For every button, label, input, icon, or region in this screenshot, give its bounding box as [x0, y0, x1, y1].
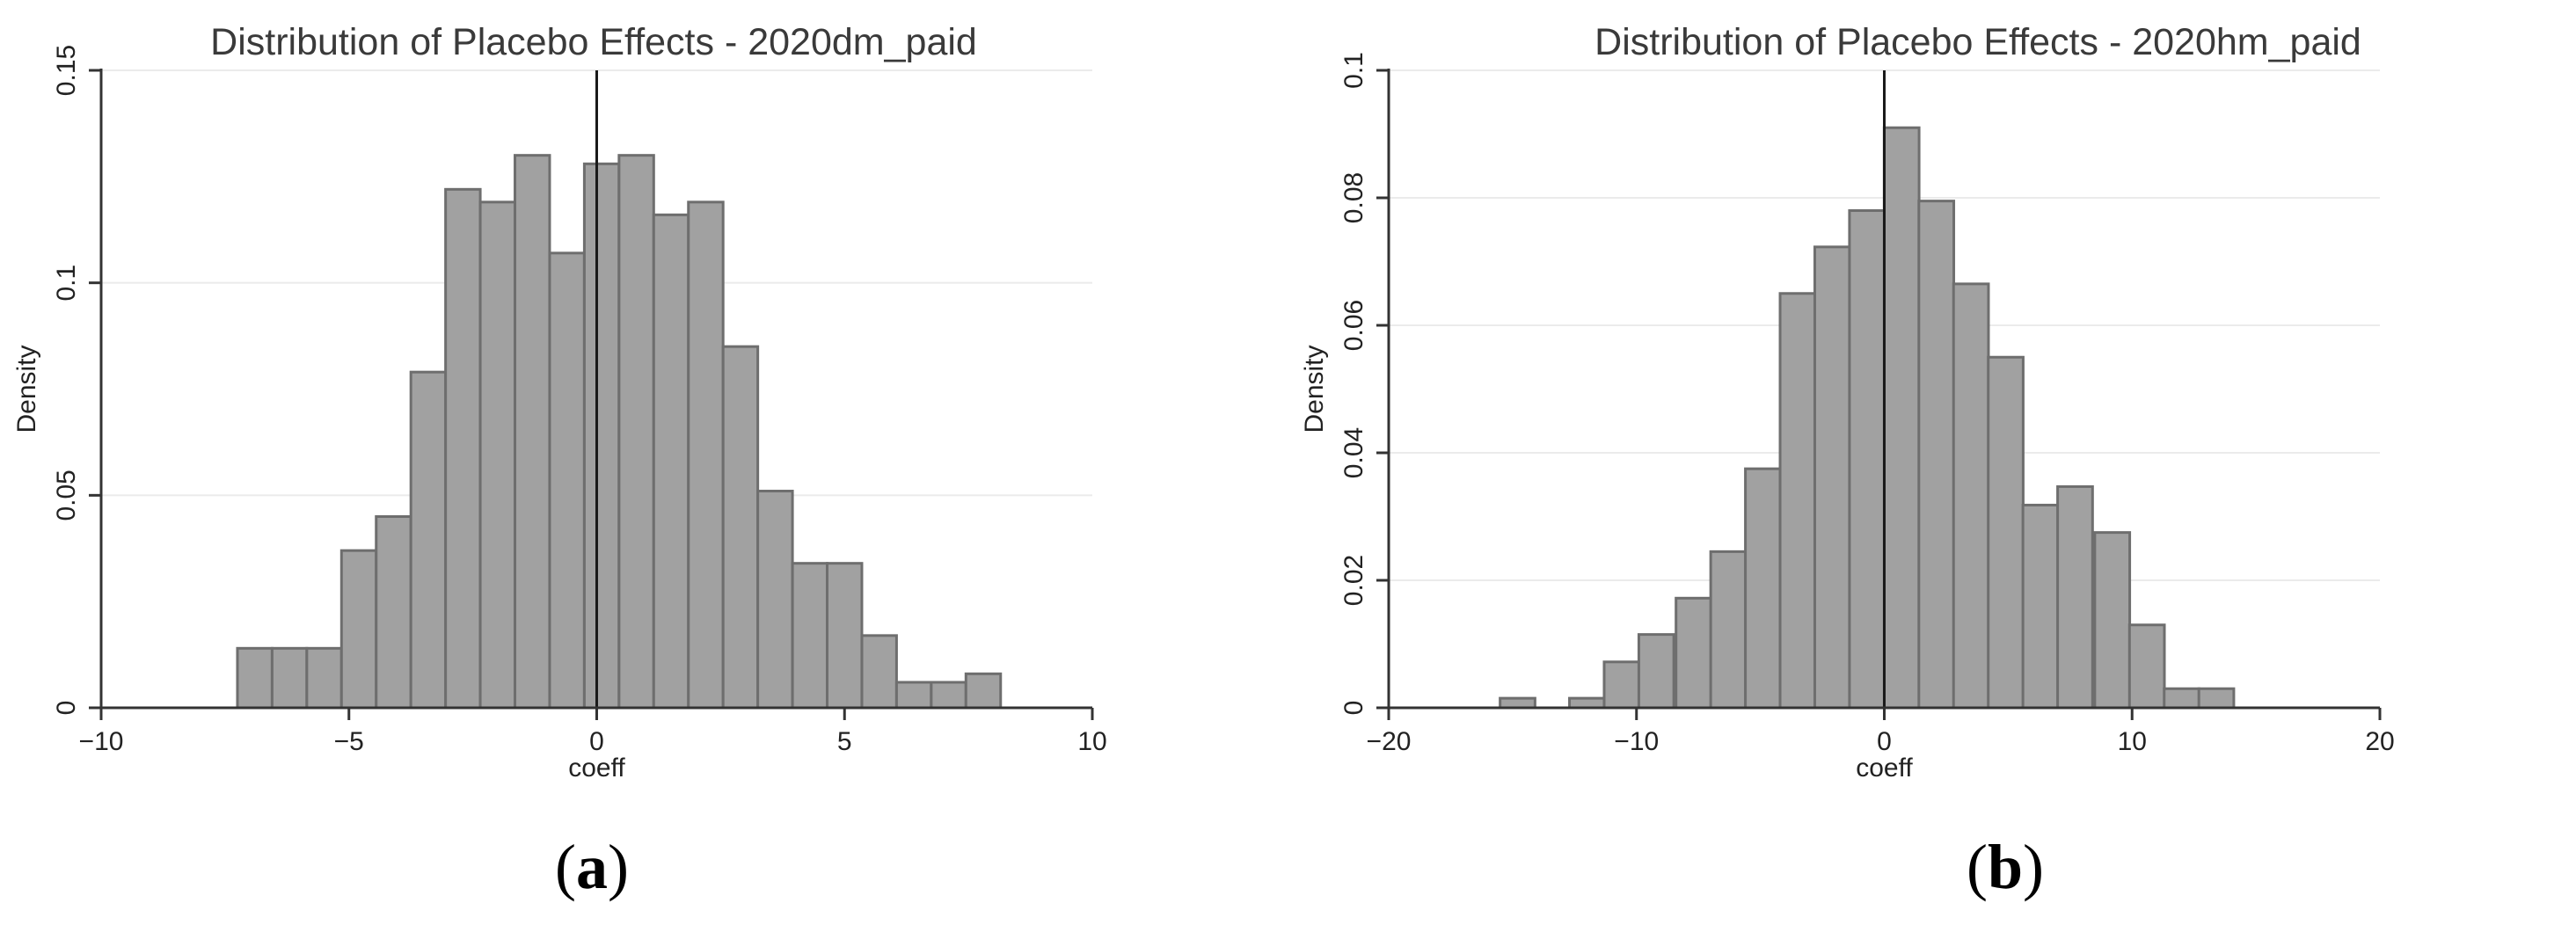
- panel-label-letter: a: [576, 832, 608, 902]
- histogram-bar: [2093, 531, 2132, 710]
- histogram-bar: [1952, 282, 1990, 710]
- y-tick-label: 0: [1339, 701, 1368, 716]
- y-axis-label: Density: [12, 345, 41, 433]
- histogram-bars: [236, 154, 1003, 710]
- histogram-bar: [582, 162, 621, 710]
- histogram-bar: [1499, 696, 1536, 710]
- histogram-bar: [1917, 200, 1956, 710]
- y-tick-label: 0.05: [52, 470, 81, 521]
- chart-panel-b: −20 −10 0 10 20 0 0.02 0.04 0.06 0.08 0.1 Distribu…: [1300, 21, 2395, 783]
- histogram-bar: [1987, 355, 2025, 710]
- histogram-bar: [478, 200, 517, 710]
- histogram-bar: [617, 154, 655, 710]
- y-tick-label: 0.04: [1339, 427, 1368, 478]
- x-tick-label: 0: [589, 727, 604, 756]
- chart-title: Distribution of Placebo Effects - 2020dm…: [210, 21, 977, 63]
- histogram-bar: [1813, 245, 1851, 710]
- histogram-bar: [964, 672, 1003, 710]
- y-tick-label: 0: [52, 701, 81, 716]
- axes: −10 −5 0 5 10 0 0.05 0.1 0.15: [52, 45, 1107, 756]
- y-tick-label: 0.1: [52, 265, 81, 302]
- histogram-bar: [860, 634, 898, 710]
- histogram-bar: [1602, 660, 1641, 710]
- histogram-bar: [930, 681, 967, 710]
- histogram-bar: [791, 562, 829, 710]
- histogram-bar: [1778, 292, 1817, 710]
- histogram-bar: [409, 370, 448, 710]
- histogram-bar: [2197, 687, 2236, 710]
- y-axis-label: Density: [1300, 345, 1329, 433]
- chart-title: Distribution of Placebo Effects - 2020hm…: [1594, 21, 2361, 63]
- histogram-bar: [305, 646, 343, 710]
- histogram-bar: [339, 549, 378, 710]
- histogram-bar: [687, 200, 725, 710]
- histogram-bar: [375, 515, 412, 710]
- x-tick-label: 10: [1077, 727, 1106, 756]
- histogram-bar: [1637, 633, 1675, 710]
- histogram-bar: [1848, 209, 1886, 710]
- histogram-bar: [826, 562, 864, 710]
- x-tick-label: −10: [1614, 727, 1659, 756]
- histogram-bar: [1882, 126, 1921, 710]
- y-tick-label: 0.15: [52, 45, 81, 96]
- histogram-bar: [2056, 484, 2094, 710]
- x-tick-label: −5: [334, 727, 364, 756]
- histogram-bar: [236, 646, 274, 710]
- y-tick-label: 0.02: [1339, 555, 1368, 606]
- y-tick-label: 0.08: [1339, 172, 1368, 223]
- histogram-bar: [2127, 623, 2166, 710]
- x-axis-label: coeff: [568, 754, 625, 783]
- x-tick-label: 10: [2118, 727, 2147, 756]
- histogram-bar: [444, 187, 482, 710]
- x-tick-label: 0: [1877, 727, 1892, 756]
- histogram-bar: [721, 345, 760, 710]
- panel-label-b: (b): [1966, 832, 2044, 902]
- y-tick-label: 0.1: [1339, 52, 1368, 89]
- x-axis-label: coeff: [1856, 754, 1913, 783]
- histogram-bars: [1499, 126, 2236, 710]
- histogram-bar: [548, 251, 586, 710]
- histogram-bar: [1568, 696, 1606, 710]
- y-tick-label: 0.06: [1339, 300, 1368, 351]
- panel-label-a: (a): [555, 832, 629, 902]
- x-tick-label: 20: [2365, 727, 2394, 756]
- histogram-bar: [1744, 467, 1782, 710]
- axes: −20 −10 0 10 20 0 0.02 0.04 0.06 0.08 0.1: [1339, 52, 2395, 756]
- histogram-bar: [514, 154, 551, 710]
- chart-panel-a: −10 −5 0 5 10 0 0.05 0.1 0.15 Distribution of Pl…: [12, 21, 1107, 783]
- histogram-bar: [2163, 687, 2200, 710]
- histogram-bar: [1675, 596, 1712, 710]
- histogram-bar: [652, 213, 690, 710]
- x-tick-label: 5: [837, 727, 852, 756]
- histogram-bar: [270, 646, 309, 710]
- histogram-bar: [1709, 550, 1748, 710]
- x-tick-label: −20: [1367, 727, 1412, 756]
- histogram-bar: [894, 681, 933, 710]
- panel-label-letter: b: [1987, 832, 2024, 902]
- x-tick-label: −10: [79, 727, 124, 756]
- histogram-bar: [756, 490, 794, 710]
- histogram-bar: [2021, 503, 2060, 710]
